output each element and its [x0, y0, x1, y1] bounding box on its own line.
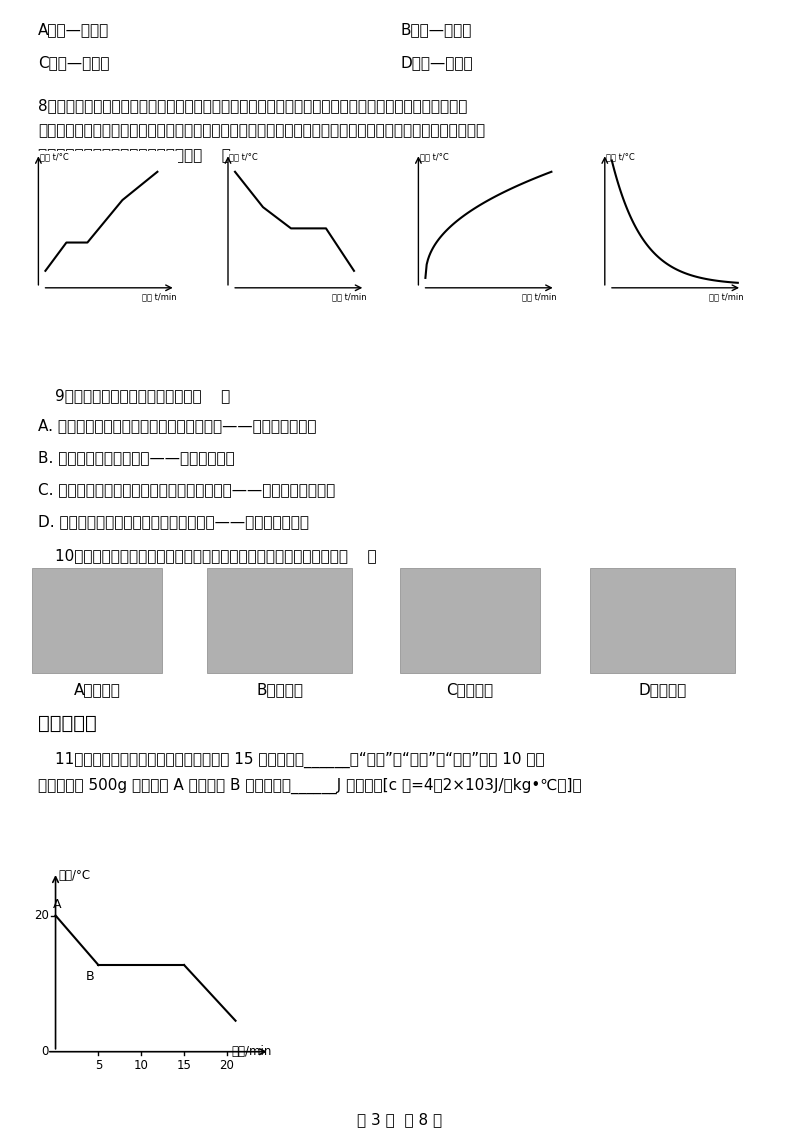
Text: A．冰挂棳: A．冰挂棳 [74, 681, 121, 697]
Text: 温度 t/°C: 温度 t/°C [606, 152, 635, 161]
Text: B．露晶萹: B．露晶萹 [257, 681, 303, 697]
Text: D．铁—铝合金: D．铁—铝合金 [400, 55, 473, 70]
Text: 20: 20 [34, 909, 49, 921]
Text: 时间 t/min: 时间 t/min [709, 292, 743, 301]
Text: 0: 0 [42, 1045, 49, 1058]
Text: 时间 t/min: 时间 t/min [142, 292, 177, 301]
Text: B. 用冰袋给高热病人降温——冰燕化要吸热: B. 用冰袋给高热病人降温——冰燕化要吸热 [38, 451, 234, 465]
Text: C．雾茵茵: C．雾茵茵 [446, 681, 494, 697]
Text: D. 食品保鲜时，可以在食品旁放一些干冰——干冰升华要吸热: D. 食品保鲜时，可以在食品旁放一些干冰——干冰升华要吸热 [38, 514, 309, 529]
Text: 的内能；若 500g 该液体从 A 点降温到 B 点，共放出______J 的热量。[c 液=4．2×103J/（kg•℃）]。: 的内能；若 500g 该液体从 A 点降温到 B 点，共放出______J 的热… [38, 778, 582, 795]
Text: 10: 10 [134, 1060, 149, 1072]
Text: 温度 t/°C: 温度 t/°C [230, 152, 258, 161]
Text: A: A [53, 898, 62, 910]
Text: A. 打针时，往皮肤上涂一些酒精会感到凉爽——酒精蒸发时吸热: A. 打针时，往皮肤上涂一些酒精会感到凉爽——酒精蒸发时吸热 [38, 418, 317, 434]
Text: B.: B. [228, 174, 243, 189]
Text: 温度 t/°C: 温度 t/°C [420, 152, 449, 161]
Text: B: B [86, 970, 94, 983]
Text: D．霜冷寒: D．霜冷寒 [639, 681, 687, 697]
Text: 5: 5 [94, 1060, 102, 1072]
Text: 时间 t/min: 时间 t/min [522, 292, 557, 301]
Text: 温度 t/°C: 温度 t/°C [40, 152, 69, 161]
Text: 二、填空题: 二、填空题 [38, 714, 97, 734]
Text: 时间 t/min: 时间 t/min [332, 292, 366, 301]
Text: C．钓—铝合金: C．钓—铝合金 [38, 55, 110, 70]
Text: 9．以下热现象的解释中错误的是（    ）: 9．以下热现象的解释中错误的是（ ） [55, 388, 230, 403]
Text: A．铁—鄂合金: A．铁—鄂合金 [38, 22, 110, 37]
Text: D.: D. [605, 174, 622, 189]
Text: A.: A. [38, 174, 53, 189]
Text: C. 水蒸气引起的烫伤往往比开水的烫伤更严重——水蒸气液化时吸热: C. 水蒸气引起的烫伤往往比开水的烫伤更严重——水蒸气液化时吸热 [38, 482, 335, 497]
Text: 时间/min: 时间/min [231, 1045, 271, 1058]
Text: C.: C. [418, 174, 434, 189]
Text: 中，表示球内这种材料的凝固图象的是（    ）: 中，表示球内这种材料的凝固图象的是（ ） [38, 148, 231, 163]
Text: 度升高时，球内材料燕化吸热，当温度降低时，球内材料凝固放热，使建筑内温度基本保持不变。下面四个图象: 度升高时，球内材料燕化吸热，当温度降低时，球内材料凝固放热，使建筑内温度基本保持… [38, 123, 485, 138]
Text: 11．如图所示，是某液体的凝固图象，第 15 分钟的内能______填“大于”、“小于”或“等于”）第 10 分钟: 11．如图所示，是某液体的凝固图象，第 15 分钟的内能______填“大于”、… [55, 752, 545, 769]
Text: 第 3 页  共 8 页: 第 3 页 共 8 页 [358, 1112, 442, 1127]
Text: 20: 20 [219, 1060, 234, 1072]
Text: B．镁—铁合金: B．镁—铁合金 [400, 22, 471, 37]
Text: 温度/°C: 温度/°C [58, 869, 90, 882]
Text: 8．现代建筑出现一种新设计：在墙面装饰材料中均匀混入小飗粒状的小球，球内充入一种晶体材料，当温: 8．现代建筑出现一种新设计：在墙面装饰材料中均匀混入小飗粒状的小球，球内充入一种… [38, 98, 467, 113]
Text: 15: 15 [177, 1060, 191, 1072]
Text: 10．水无常形，变化万千．如图所示的各种自然现象，属于凝固的是（    ）: 10．水无常形，变化万千．如图所示的各种自然现象，属于凝固的是（ ） [55, 548, 377, 563]
